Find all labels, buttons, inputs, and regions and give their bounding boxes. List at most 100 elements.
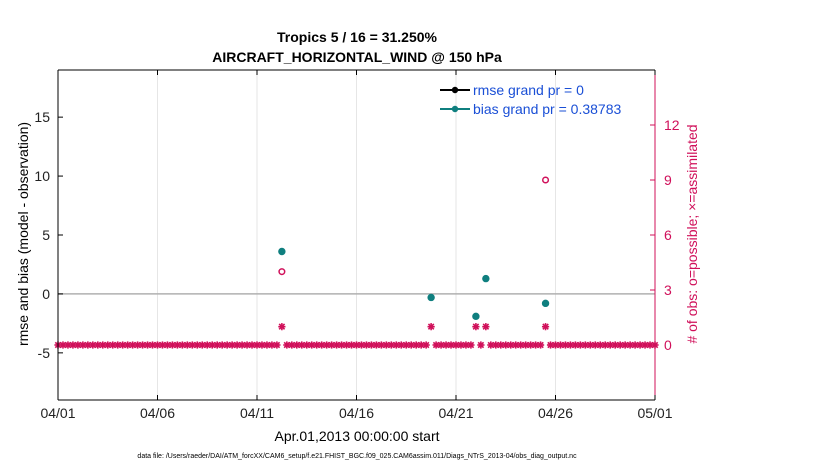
assimilated-obs-marker-stroke	[442, 341, 450, 349]
x-tick-label: 05/01	[637, 405, 672, 421]
assimilated-obs-marker	[213, 341, 221, 349]
assimilated-obs-marker	[467, 341, 475, 349]
assimilated-obs-marker	[84, 341, 92, 349]
assimilated-obs-marker-stroke	[343, 341, 350, 349]
assimilated-obs-marker	[616, 341, 624, 349]
assimilated-obs-marker-stroke	[89, 341, 97, 349]
assimilated-obs-marker	[79, 341, 87, 349]
assimilated-obs-marker-stroke	[611, 341, 619, 349]
assimilated-obs-marker-stroke	[522, 341, 529, 349]
assimilated-obs-marker-stroke	[383, 341, 390, 349]
assimilated-obs-marker-stroke	[333, 341, 340, 349]
assimilated-obs-marker	[69, 341, 77, 349]
assimilated-obs-marker-stroke	[487, 341, 495, 349]
assimilated-obs-marker-stroke	[388, 341, 395, 349]
assimilated-obs-marker-stroke	[432, 341, 440, 349]
assimilated-obs-marker	[427, 323, 435, 331]
chart-marks	[54, 176, 659, 349]
assimilated-obs-marker-stroke	[373, 341, 380, 349]
assimilated-obs-marker-stroke	[263, 341, 271, 349]
assimilated-obs-marker-stroke	[109, 341, 116, 349]
assimilated-obs-marker	[173, 341, 181, 349]
assimilated-obs-marker-stroke	[318, 341, 325, 349]
assimilated-obs-marker-stroke	[592, 341, 599, 349]
assimilated-obs-marker-stroke	[527, 341, 534, 349]
assimilated-obs-marker-stroke	[552, 341, 559, 349]
assimilated-obs-marker-stroke	[283, 341, 291, 349]
assimilated-obs-marker-stroke	[144, 341, 151, 349]
assimilated-obs-marker	[556, 341, 565, 349]
assimilated-obs-marker	[228, 341, 236, 349]
assimilated-obs-marker-stroke	[184, 341, 191, 349]
assimilated-obs-marker-stroke	[134, 341, 141, 349]
assimilated-obs-marker-stroke	[179, 341, 186, 349]
assimilated-obs-marker-stroke	[149, 341, 156, 349]
assimilated-obs-marker-stroke	[606, 341, 614, 349]
assimilated-obs-marker	[74, 341, 82, 349]
assimilated-obs-marker-stroke	[497, 341, 505, 349]
assimilated-obs-marker	[278, 323, 286, 331]
assimilated-obs-marker-stroke	[567, 341, 574, 349]
y-tick-label-right: 9	[664, 172, 672, 188]
assimilated-obs-marker	[512, 341, 520, 349]
bias-point	[278, 247, 286, 256]
plot-area	[57, 70, 656, 400]
chart-title-line1: Tropics 5 / 16 = 31.250%	[277, 29, 437, 45]
assimilated-obs-marker	[333, 341, 341, 349]
assimilated-obs-marker-stroke	[532, 341, 539, 349]
assimilated-obs-marker-stroke	[194, 341, 201, 349]
assimilated-obs-marker-stroke	[492, 341, 500, 349]
assimilated-obs-marker	[124, 341, 132, 349]
assimilated-obs-marker-stroke	[393, 341, 400, 349]
assimilated-obs-marker	[477, 341, 485, 349]
assimilated-obs-marker	[208, 341, 216, 349]
bias-point	[541, 299, 550, 308]
assimilated-obs-marker	[601, 341, 609, 349]
assimilated-obs-marker-stroke	[94, 341, 102, 349]
assimilated-obs-marker-stroke	[562, 341, 569, 349]
assimilated-obs-marker	[591, 341, 599, 349]
legend-label: rmse grand pr = 0	[473, 82, 584, 98]
assimilated-obs-marker-stroke	[208, 341, 216, 349]
assimilated-obs-marker-stroke	[621, 341, 629, 349]
assimilated-obs-marker-stroke	[542, 323, 549, 330]
assimilated-obs-marker-stroke	[124, 341, 131, 349]
assimilated-obs-marker-stroke	[174, 341, 181, 349]
assimilated-obs-marker-stroke	[139, 341, 146, 349]
assimilated-obs-marker-stroke	[298, 341, 306, 349]
assimilated-obs-marker-stroke	[64, 341, 72, 349]
assimilated-obs-marker-stroke	[417, 341, 425, 349]
assimilated-obs-marker	[298, 341, 306, 349]
assimilated-obs-marker-stroke	[164, 341, 171, 349]
assimilated-obs-marker-stroke	[189, 341, 196, 349]
assimilated-obs-marker-stroke	[258, 341, 266, 349]
assimilated-obs-marker-stroke	[238, 341, 246, 349]
assimilated-obs-marker-stroke	[313, 341, 320, 349]
assimilated-obs-marker-stroke	[328, 341, 335, 349]
x-tick-label: 04/26	[538, 405, 573, 421]
y-axis-label-left: rmse and bias (model - observation)	[15, 122, 31, 346]
y-tick-label-left: 0	[42, 286, 50, 302]
assimilated-obs-marker-stroke	[402, 341, 410, 349]
assimilated-obs-marker-stroke	[437, 341, 445, 349]
assimilated-obs-marker-stroke	[582, 341, 589, 349]
assimilated-obs-marker	[407, 341, 415, 349]
y-tick-label-right: 12	[664, 117, 680, 133]
assimilated-obs-marker-stroke	[218, 341, 226, 349]
bias-point	[482, 274, 490, 283]
assimilated-obs-marker-stroke	[348, 341, 355, 349]
assimilated-obs-marker-stroke	[537, 341, 544, 349]
assimilated-obs-marker	[472, 323, 480, 331]
assimilated-obs-marker-stroke	[636, 341, 644, 349]
assimilated-obs-marker-stroke	[273, 341, 281, 349]
assimilated-obs-marker	[541, 323, 550, 331]
assimilated-obs-marker-stroke	[407, 341, 415, 349]
assimilated-obs-marker-stroke	[641, 341, 649, 349]
legend-entry: bias grand pr = 0.38783	[440, 101, 621, 117]
assimilated-obs-marker-stroke	[363, 341, 370, 349]
assimilated-obs-marker-stroke	[268, 341, 276, 349]
y-tick-label-left: 15	[34, 109, 50, 125]
assimilated-obs-marker	[273, 341, 281, 349]
assimilated-obs-marker	[347, 341, 356, 349]
